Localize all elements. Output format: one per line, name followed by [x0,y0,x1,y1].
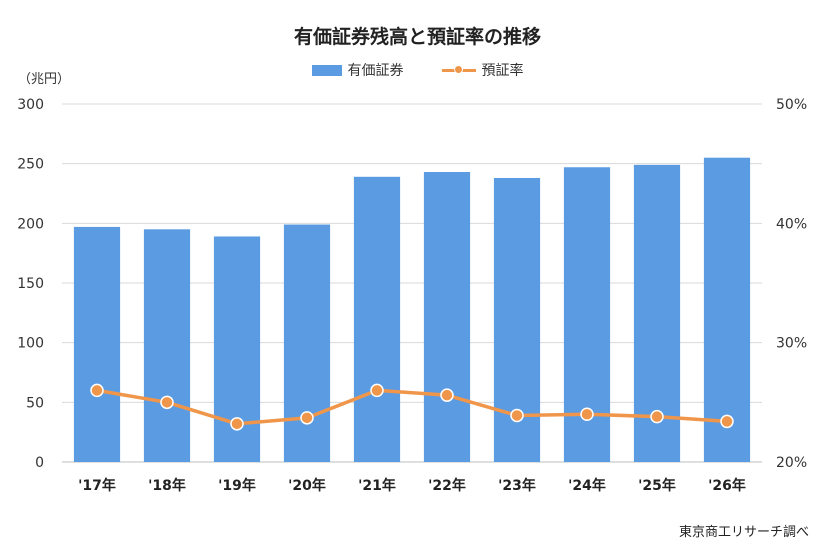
y-left-tick-label: 100 [17,336,44,352]
line-series [95,388,729,426]
bar [423,172,471,462]
bar [703,157,751,462]
y-right-tick-label: 30% [776,336,807,352]
line-point [440,388,454,402]
line-point [720,414,734,429]
line-point [580,407,594,422]
line-point [370,383,384,398]
y-right-tick-label: 40% [776,216,807,232]
bar [143,229,191,462]
x-tick-label: '19年 [218,477,256,494]
bar [353,176,401,462]
x-tick-label: '26年 [708,477,746,494]
y-right-tick-label: 50% [776,97,807,113]
line-point [230,417,244,431]
legend-bar-label: 有価証券 [347,63,404,79]
y-left-tick-label: 50 [26,395,44,411]
legend-line-label: 預証率 [481,63,524,79]
line-point [300,411,314,425]
y-left-tick-label: 200 [17,216,44,232]
x-tick-label: '24年 [568,477,606,494]
legend-item-bar: 有価証券 [311,60,404,80]
legend-line-swatch [441,64,476,76]
left-axis-unit: （兆円） [18,72,71,87]
x-tick-label: '23年 [498,477,536,494]
source-note: 東京商工リサーチ調べ [678,525,809,540]
y-left-tick-label: 150 [17,276,44,292]
x-tick-label: '20年 [288,477,326,494]
bar [283,224,331,462]
y-left-tick-label: 0 [35,455,44,471]
legend: 有価証券 預証率 [0,60,835,80]
line-point [90,383,104,398]
y-left-tick-label: 250 [17,157,44,173]
x-tick-label: '17年 [78,477,116,494]
x-tick-label: '18年 [148,477,186,494]
legend-bar-swatch [311,64,342,76]
line-point [160,395,174,410]
bar [73,226,121,462]
x-tick-label: '25年 [638,477,676,494]
x-tick-label: '21年 [358,477,396,494]
x-tick-label: '22年 [428,477,466,494]
y-right-tick-label: 20% [776,455,807,471]
legend-item-line: 預証率 [441,60,524,80]
line-point [510,408,524,423]
line-point [650,409,664,424]
chart-title: 有価証券残高と預証率の推移 [293,26,541,48]
y-left-tick-label: 300 [17,97,44,113]
